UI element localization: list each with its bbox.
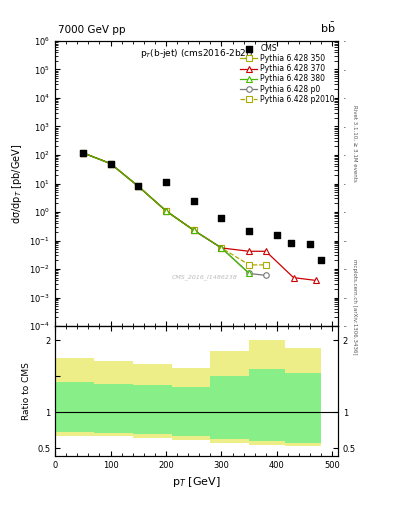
Pythia 6.428 p0 — [108, 161, 113, 167]
CMS — [288, 239, 294, 247]
Text: b$\bar{\rm b}$: b$\bar{\rm b}$ — [320, 21, 335, 35]
Pythia 6.428 p0 — [263, 272, 268, 279]
Pythia 6.428 p2010 — [163, 208, 168, 214]
CMS — [219, 214, 225, 222]
Text: Rivet 3.1.10, ≥ 3.1M events: Rivet 3.1.10, ≥ 3.1M events — [352, 105, 357, 182]
Pythia 6.428 370 — [291, 274, 296, 281]
Y-axis label: dσ/dp$_T$ [pb/GeV]: dσ/dp$_T$ [pb/GeV] — [9, 143, 24, 224]
Pythia 6.428 370 — [163, 208, 168, 214]
Pythia 6.428 370 — [108, 161, 113, 167]
Line: Pythia 6.428 350: Pythia 6.428 350 — [80, 150, 196, 233]
Pythia 6.428 p2010 — [81, 150, 85, 156]
Line: Pythia 6.428 p2010: Pythia 6.428 p2010 — [80, 150, 269, 268]
Pythia 6.428 350 — [108, 161, 113, 167]
Pythia 6.428 370 — [314, 278, 318, 284]
Pythia 6.428 p0 — [163, 208, 168, 214]
CMS — [80, 148, 86, 157]
CMS — [318, 257, 325, 265]
Text: mcplots.cern.ch [arXiv:1306.3436]: mcplots.cern.ch [arXiv:1306.3436] — [352, 260, 357, 355]
Pythia 6.428 370 — [263, 248, 268, 254]
Line: Pythia 6.428 370: Pythia 6.428 370 — [80, 150, 319, 283]
Text: 7000 GeV pp: 7000 GeV pp — [58, 25, 125, 35]
Pythia 6.428 p2010 — [136, 183, 141, 189]
Pythia 6.428 p0 — [191, 227, 196, 233]
Pythia 6.428 350 — [163, 208, 168, 214]
Pythia 6.428 380 — [163, 208, 168, 214]
Line: Pythia 6.428 p0: Pythia 6.428 p0 — [80, 150, 269, 278]
Pythia 6.428 370 — [247, 248, 252, 254]
Pythia 6.428 380 — [247, 270, 252, 276]
CMS — [107, 160, 114, 168]
Pythia 6.428 370 — [191, 227, 196, 233]
Pythia 6.428 p0 — [136, 183, 141, 189]
Pythia 6.428 380 — [219, 245, 224, 251]
CMS — [274, 230, 280, 239]
Pythia 6.428 370 — [136, 183, 141, 189]
Pythia 6.428 p2010 — [263, 262, 268, 268]
CMS — [246, 227, 252, 235]
Pythia 6.428 350 — [136, 183, 141, 189]
Text: p$_T$(b-jet) (cms2016-2b2j): p$_T$(b-jet) (cms2016-2b2j) — [140, 47, 253, 60]
Pythia 6.428 p0 — [81, 150, 85, 156]
CMS — [191, 197, 197, 205]
Pythia 6.428 350 — [191, 227, 196, 233]
Pythia 6.428 p2010 — [108, 161, 113, 167]
CMS — [307, 240, 313, 248]
Pythia 6.428 370 — [81, 150, 85, 156]
Pythia 6.428 380 — [108, 161, 113, 167]
Pythia 6.428 p0 — [219, 245, 224, 251]
Pythia 6.428 380 — [191, 227, 196, 233]
Pythia 6.428 350 — [81, 150, 85, 156]
Pythia 6.428 p2010 — [219, 245, 224, 251]
X-axis label: p$_T$ [GeV]: p$_T$ [GeV] — [172, 475, 221, 489]
Y-axis label: Ratio to CMS: Ratio to CMS — [22, 362, 31, 420]
Pythia 6.428 380 — [81, 150, 85, 156]
Legend: CMS, Pythia 6.428 350, Pythia 6.428 370, Pythia 6.428 380, Pythia 6.428 p0, Pyth: CMS, Pythia 6.428 350, Pythia 6.428 370,… — [240, 43, 336, 104]
Pythia 6.428 p2010 — [247, 262, 252, 268]
CMS — [163, 178, 169, 186]
Line: Pythia 6.428 380: Pythia 6.428 380 — [80, 150, 252, 276]
Text: CMS_2016_I1486238: CMS_2016_I1486238 — [172, 275, 238, 281]
CMS — [135, 182, 141, 190]
Pythia 6.428 p2010 — [191, 227, 196, 233]
Pythia 6.428 380 — [136, 183, 141, 189]
Pythia 6.428 p0 — [247, 270, 252, 276]
Pythia 6.428 370 — [219, 245, 224, 251]
